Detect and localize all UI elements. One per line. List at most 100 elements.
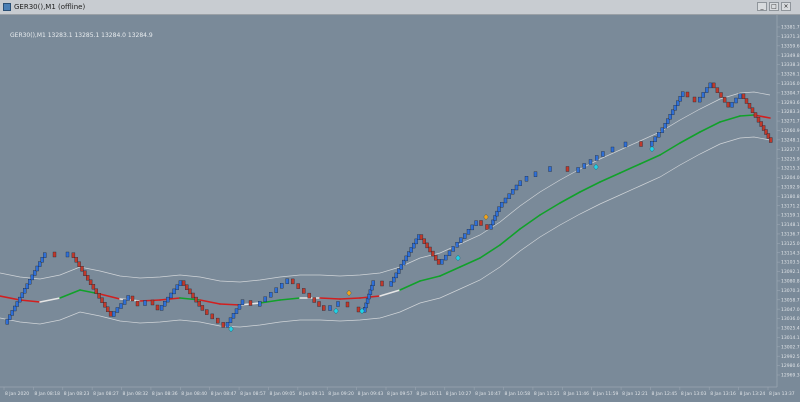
bull-brick <box>126 295 130 301</box>
x-tick-label: 8 Jan 08:32 <box>123 391 149 397</box>
moving-average-segment <box>559 191 581 204</box>
moving-average-segment <box>259 299 281 304</box>
bear-brick <box>428 246 432 253</box>
bear-brick <box>91 284 96 290</box>
bull-brick <box>30 274 34 281</box>
bull-brick <box>601 151 605 157</box>
bear-brick <box>479 220 483 226</box>
bull-brick <box>394 272 398 279</box>
bear-brick <box>210 313 214 320</box>
bear-brick <box>194 296 198 303</box>
bear-brick <box>685 91 690 98</box>
maximize-button[interactable]: □ <box>769 2 779 11</box>
bull-brick <box>412 242 416 249</box>
bull-brick <box>407 251 411 257</box>
y-tick-label: 13171.2 <box>781 203 800 209</box>
bull-brick <box>466 229 471 235</box>
y-tick-label: 13080.8 <box>781 279 800 285</box>
close-button[interactable]: × <box>781 2 791 11</box>
minimize-button[interactable]: _ <box>757 2 767 11</box>
bear-brick <box>741 93 746 99</box>
lower-envelope <box>0 136 771 328</box>
bear-brick <box>747 103 752 109</box>
bear-brick <box>719 92 723 98</box>
bull-brick <box>548 166 552 172</box>
bear-brick <box>436 259 441 265</box>
y-tick-label: 13338.3 <box>781 62 800 68</box>
bull-brick <box>511 189 515 195</box>
moving-average-segment <box>519 214 541 230</box>
moving-average-segment <box>139 299 161 302</box>
y-tick-label: 13103.5 <box>781 260 800 266</box>
bear-brick <box>692 96 697 103</box>
bull-brick <box>595 155 599 161</box>
bear-brick <box>312 297 316 303</box>
bull-brick <box>491 219 495 226</box>
bull-brick <box>451 246 455 252</box>
bear-brick <box>302 288 306 294</box>
bull-brick <box>463 233 467 239</box>
x-tick-label: 8 Jan 13:16 <box>710 391 736 397</box>
bear-brick <box>639 141 643 147</box>
chart-area[interactable]: 13381.7 13371.3 13359.6 13349.8 13338.3 13326… <box>0 15 800 402</box>
bull-brick <box>503 197 508 204</box>
moving-average-segment <box>479 244 501 259</box>
moving-average-segment <box>599 172 621 183</box>
x-tick-label: 8 Jan 11:21 <box>534 391 560 397</box>
y-tick-label: 13002.7 <box>781 344 800 350</box>
axis-layer: 13381.7 13371.3 13359.6 13349.8 13338.3 13326… <box>0 15 800 397</box>
bear-brick <box>726 101 730 108</box>
x-tick-label: 8 Jan 10:11 <box>416 391 442 397</box>
y-tick-label: 13025.4 <box>781 326 800 332</box>
y-tick-label: 12969.3 <box>781 373 800 379</box>
x-tick-label: 8 Jan 08:40 <box>181 391 207 397</box>
window-titlebar[interactable]: GER30(),M1 (offline) _ □ × <box>0 0 800 15</box>
bull-brick <box>447 250 452 256</box>
bull-brick <box>280 283 284 289</box>
moving-average-segment <box>339 297 361 300</box>
y-tick-label: 13260.9 <box>781 128 800 134</box>
bull-brick <box>701 92 705 98</box>
bear-brick <box>216 317 220 324</box>
bear-brick <box>221 322 225 328</box>
bull-brick <box>15 301 19 307</box>
bear-brick <box>71 252 76 258</box>
bear-brick <box>103 302 107 308</box>
bear-brick <box>380 280 384 287</box>
bull-brick <box>666 118 670 124</box>
bull-brick <box>20 292 24 298</box>
bull-brick <box>734 97 738 104</box>
bull-brick <box>676 100 680 106</box>
moving-average-segment <box>99 293 121 300</box>
y-tick-label: 13349.8 <box>781 53 800 59</box>
moving-average-segment <box>499 228 521 246</box>
buy-signal-diamond <box>333 307 339 315</box>
y-tick-label: 13381.7 <box>781 25 800 31</box>
bull-brick <box>663 123 667 129</box>
bull-brick <box>18 296 22 303</box>
bull-brick <box>364 302 368 309</box>
sell-signal-diamond <box>346 289 352 297</box>
x-tick-label: 8 Jan 10:47 <box>475 391 501 397</box>
bull-brick <box>119 303 123 309</box>
bear-brick <box>80 266 84 272</box>
buy-signal-diamond <box>228 325 234 333</box>
chart-window-icon <box>3 3 11 11</box>
bull-brick <box>163 301 167 307</box>
bear-brick <box>756 117 761 123</box>
y-tick-label: 13148.1 <box>781 222 800 228</box>
bull-brick <box>10 310 14 316</box>
bull-brick <box>495 210 499 217</box>
bear-brick <box>97 293 101 299</box>
bull-brick <box>524 176 529 182</box>
y-tick-label: 13283.3 <box>781 109 800 115</box>
bear-brick <box>135 300 140 307</box>
y-tick-label: 13159.1 <box>781 213 800 219</box>
renko-chart[interactable]: 13381.7 13371.3 13359.6 13349.8 13338.3 13326… <box>0 15 800 402</box>
bull-brick <box>65 251 70 258</box>
bull-brick <box>25 283 29 289</box>
moving-average-segment <box>639 154 661 165</box>
x-tick-label: 8 Jan 2020 <box>5 391 29 397</box>
y-tick-label: 13014.1 <box>781 335 800 341</box>
bear-brick <box>188 288 192 295</box>
